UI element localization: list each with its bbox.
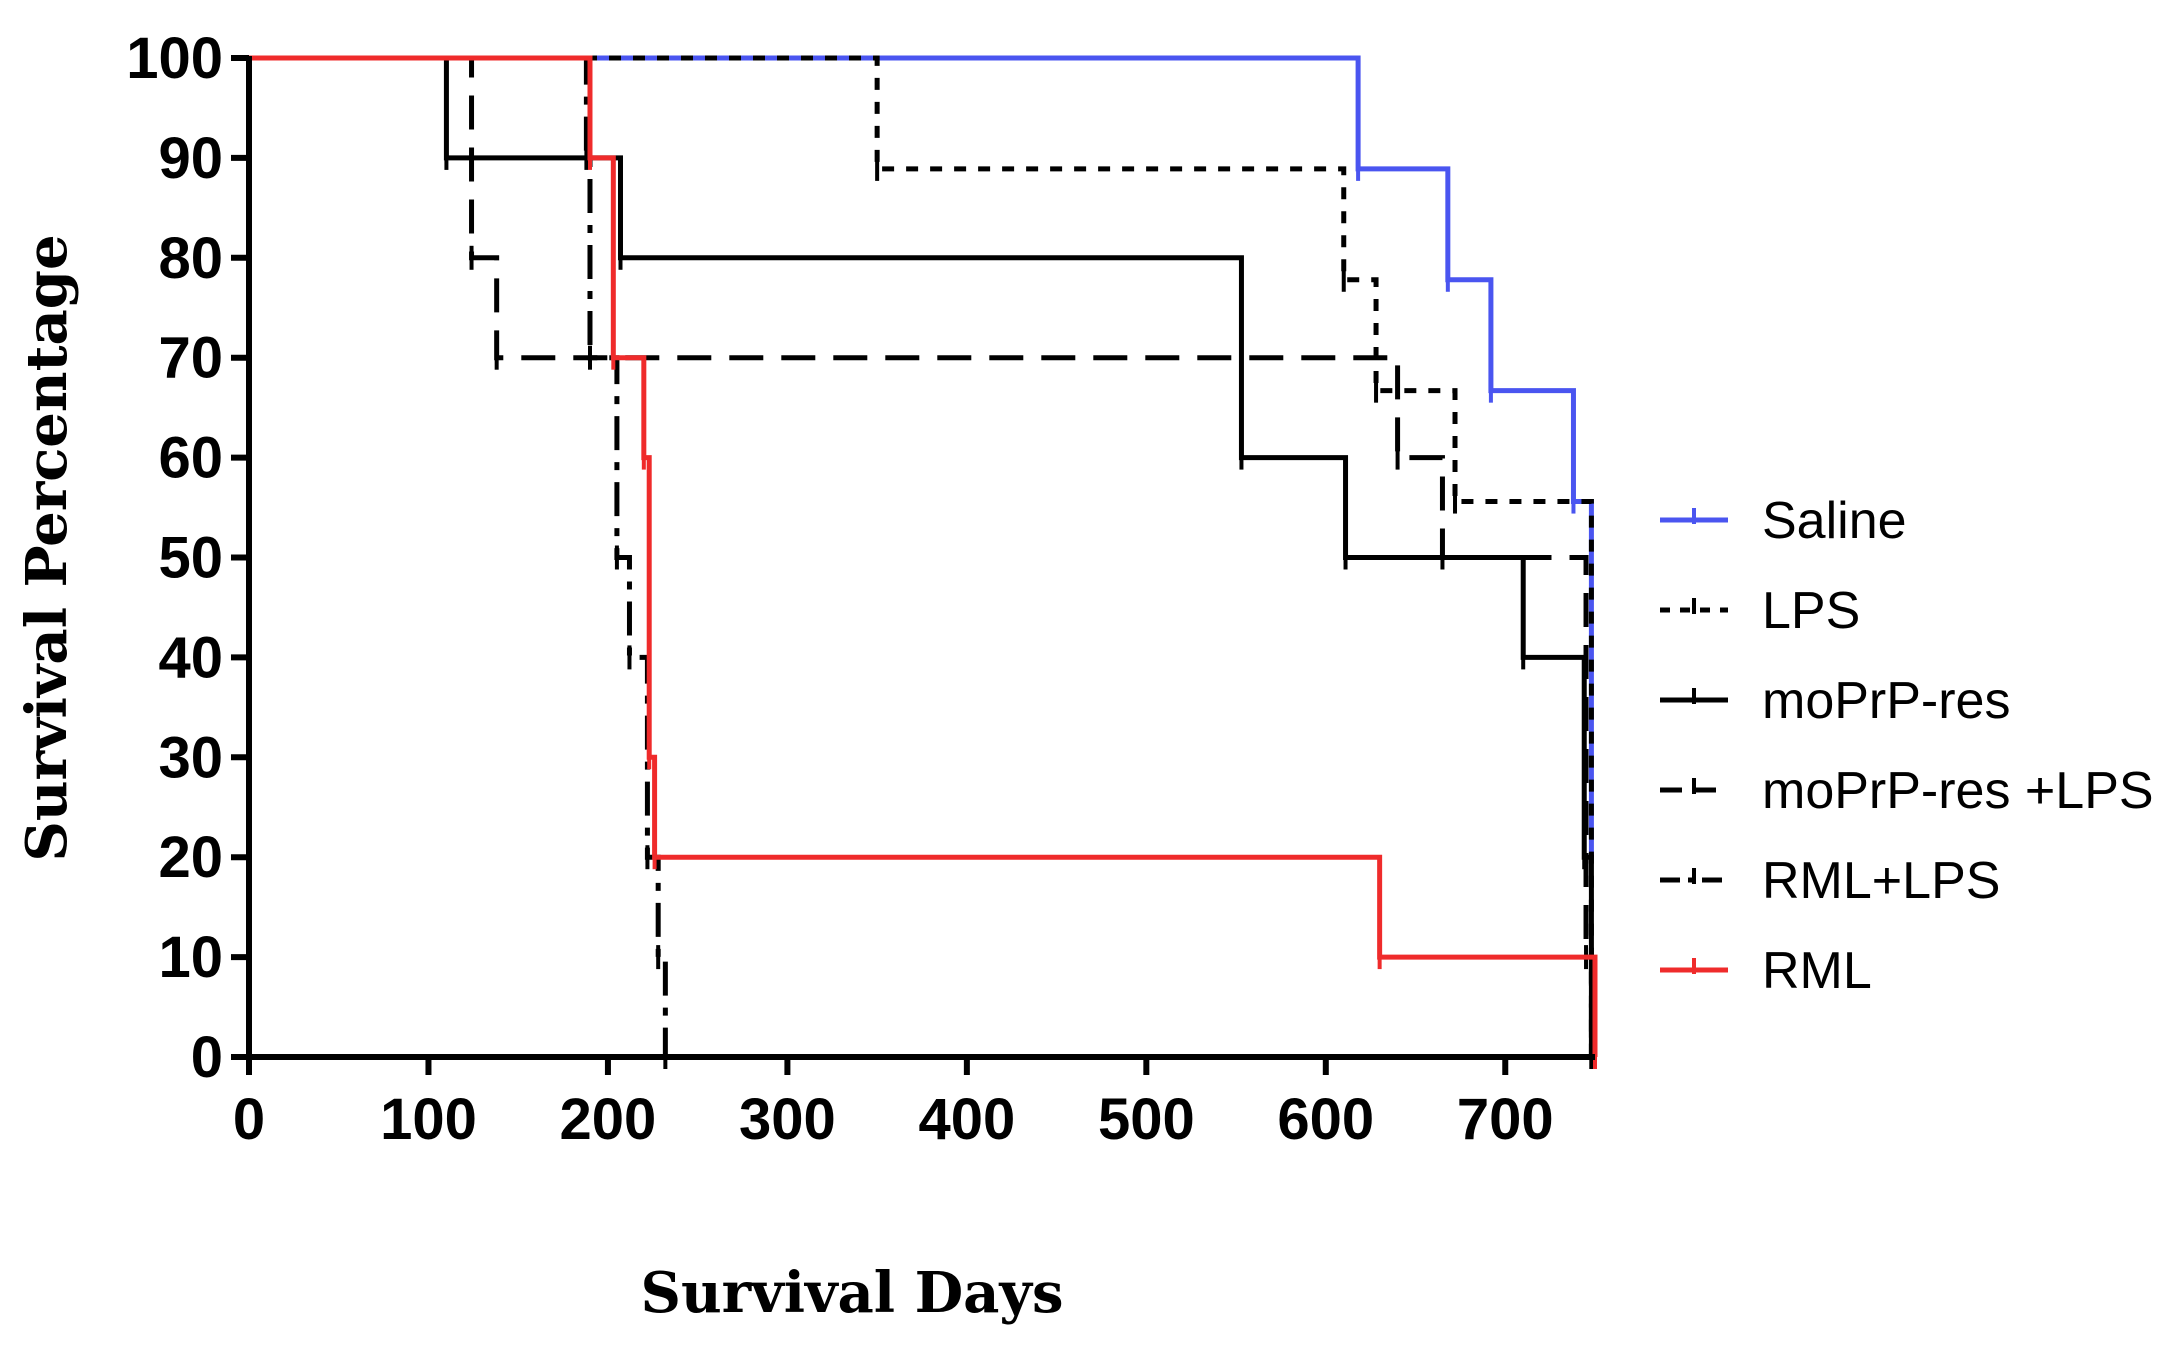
y-tick-label: 0 bbox=[191, 1025, 223, 1090]
axes-layer: 0 10 20 30 40 50 60 70 80 90 100 0 100 200 300 400 500 60… bbox=[126, 26, 1595, 1152]
legend-label: moPrP-res +LPS bbox=[1762, 762, 2154, 820]
y-tick-label: 30 bbox=[158, 725, 223, 790]
legend: Saline LPS moPrP-res moPrP-res +LPS RML+LPS R… bbox=[1660, 492, 2154, 1000]
y-tick-label: 80 bbox=[158, 226, 223, 291]
y-axis-title: Survival Percentage bbox=[14, 234, 80, 861]
x-tick-label: 200 bbox=[560, 1087, 657, 1152]
series-line-rml-lps bbox=[249, 55, 668, 1057]
y-tick-label: 50 bbox=[158, 526, 223, 591]
x-axis-title: Survival Days bbox=[641, 1260, 1064, 1326]
x-tick-label: 600 bbox=[1277, 1087, 1374, 1152]
y-tick-label: 100 bbox=[126, 26, 223, 91]
x-tick-label: 700 bbox=[1457, 1087, 1554, 1152]
legend-label: RML bbox=[1762, 942, 1872, 1000]
series-line-moprp-res bbox=[249, 55, 1594, 1057]
y-tick-label: 70 bbox=[158, 326, 223, 391]
x-tick-label: 100 bbox=[380, 1087, 477, 1152]
y-tick-label: 20 bbox=[158, 825, 223, 890]
y-tick-label: 40 bbox=[158, 625, 223, 690]
series-line-saline bbox=[249, 55, 1594, 858]
y-tick-label: 90 bbox=[158, 126, 223, 191]
series-layer bbox=[249, 55, 1598, 1069]
series-line-rml bbox=[249, 55, 1598, 1057]
x-tick-label: 300 bbox=[739, 1087, 836, 1152]
legend-label: moPrP-res bbox=[1762, 672, 2010, 730]
legend-label: RML+LPS bbox=[1762, 852, 2000, 910]
x-tick-label: 400 bbox=[918, 1087, 1015, 1152]
x-tick-label: 0 bbox=[233, 1087, 265, 1152]
series-line-lps bbox=[249, 55, 1594, 1057]
y-tick-label: 60 bbox=[158, 426, 223, 491]
x-tick-label: 500 bbox=[1098, 1087, 1195, 1152]
legend-label: LPS bbox=[1762, 582, 1860, 640]
legend-label: Saline bbox=[1762, 492, 1907, 550]
y-tick-label: 10 bbox=[158, 925, 223, 990]
